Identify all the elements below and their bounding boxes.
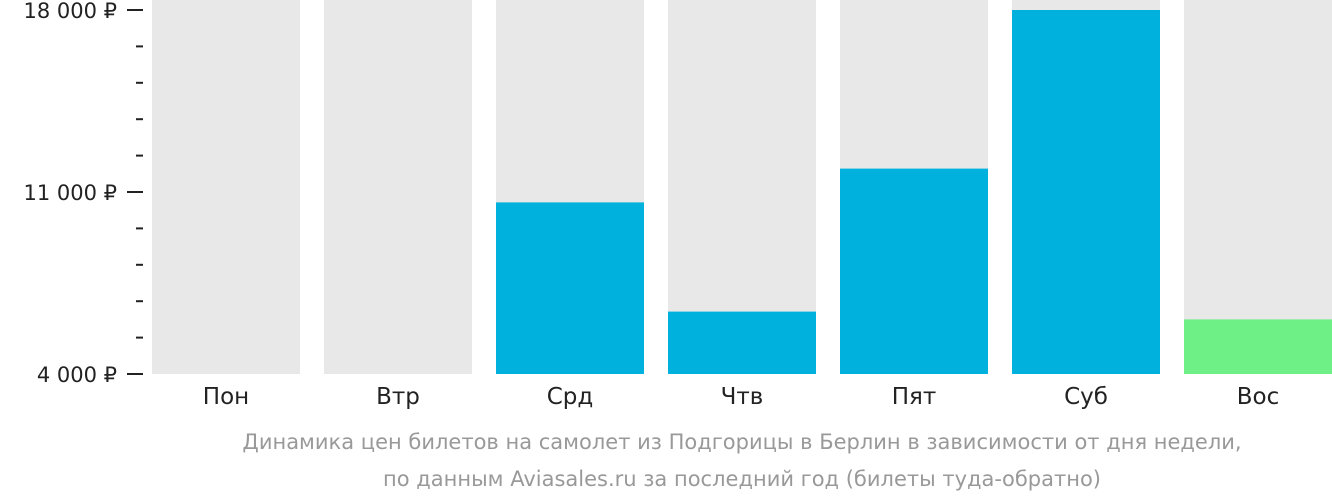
bar (496, 202, 644, 374)
x-tick-label: Втр (376, 384, 420, 410)
bar (840, 168, 988, 374)
bar-background (152, 0, 300, 374)
bar (668, 311, 816, 374)
x-tick-label: Пон (203, 384, 249, 410)
y-tick-label: 4 000 ₽ (37, 363, 117, 387)
bars (152, 0, 1332, 374)
bar (1184, 319, 1332, 374)
y-tick-label: 11 000 ₽ (23, 181, 117, 205)
x-axis: Пон Втр Срд Чтв Пят Суб Вос (203, 384, 1279, 410)
x-tick-label: Суб (1064, 384, 1108, 410)
x-tick-label: Пят (892, 384, 937, 410)
x-tick-label: Чтв (721, 384, 764, 410)
bar-background (1184, 0, 1332, 374)
chart-caption-line-2: по данным Aviasales.ru за последний год … (383, 467, 1101, 491)
x-tick-label: Срд (547, 384, 594, 410)
y-axis: 18 000 ₽ 11 000 ₽ 4 000 ₽ (23, 0, 143, 387)
y-tick-label: 18 000 ₽ (23, 0, 117, 23)
bar (1012, 10, 1160, 374)
chart-caption-line-1: Динамика цен билетов на самолет из Подго… (242, 430, 1242, 454)
bar-background (324, 0, 472, 374)
x-tick-label: Вос (1237, 384, 1280, 410)
